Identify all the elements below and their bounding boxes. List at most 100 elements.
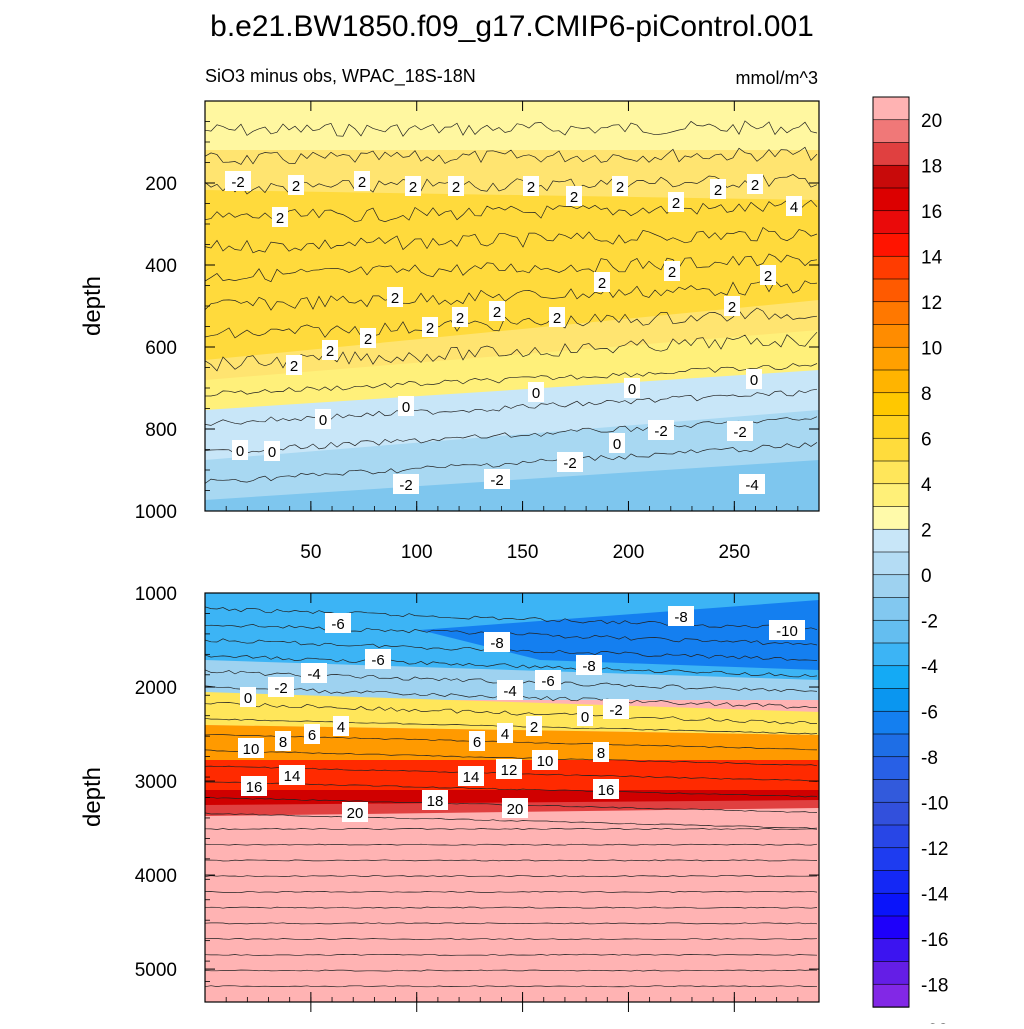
contour-label-box [272, 207, 288, 227]
contour-label-box [333, 716, 349, 736]
colorbar-segment [872, 255, 910, 280]
contour-line [205, 363, 818, 397]
contour-label: 16 [598, 782, 615, 799]
contour-label: -8 [674, 609, 687, 626]
contour-line [204, 875, 818, 878]
contour-label-box [240, 687, 256, 707]
contour-label-box [232, 440, 248, 460]
contour-label-box [664, 261, 680, 281]
contour-line [204, 859, 818, 862]
contour-label-box [593, 742, 609, 762]
bottom-y-label: depth [79, 767, 106, 827]
contour-label-box [532, 750, 558, 770]
colorbar-segment [872, 801, 910, 826]
contour-line [204, 638, 818, 661]
contour-label-box [288, 175, 304, 195]
contour-label-box [710, 179, 726, 199]
contour-label: 2 [672, 195, 680, 212]
colorbar-segment [872, 369, 910, 394]
contour-label-box [535, 670, 561, 690]
contour-label: -4 [307, 666, 320, 683]
colorbar-segment [872, 233, 910, 257]
contour-label: 2 [391, 290, 399, 307]
contour-label-box [528, 382, 544, 402]
contour-label-box [322, 340, 338, 360]
x-tick-label: 50 [300, 542, 321, 563]
contour-label: -2 [274, 680, 287, 697]
contour-label-box [301, 663, 327, 683]
colorbar-segment [872, 164, 910, 189]
contour-line [204, 331, 818, 372]
contour-label: 2 [290, 358, 298, 375]
colorbar-label: 12 [921, 293, 942, 314]
contour-label: 2 [530, 719, 538, 736]
contour-label: 2 [616, 179, 624, 196]
colorbar-label: -16 [921, 930, 948, 951]
contour-label-box [594, 272, 610, 292]
contour-label-box [747, 174, 763, 194]
contour-label-box [422, 790, 448, 810]
contour-label-box [279, 765, 305, 785]
contour-label-box [484, 469, 510, 489]
contour-label-box [497, 680, 523, 700]
contour-label-box [603, 699, 629, 719]
y-tick-label: 2000 [135, 678, 177, 699]
contour-label: 2 [452, 179, 460, 196]
chart-units: mmol/m^3 [736, 68, 818, 88]
contour-label: 6 [308, 727, 316, 744]
contour-line [204, 654, 818, 678]
contour-label-box [238, 738, 264, 758]
colorbar-label: 16 [921, 202, 942, 223]
top-x-axis: 50 100 150 200 250 [225, 101, 820, 563]
colorbar-segment [872, 710, 910, 735]
contour-label: 2 [276, 210, 284, 227]
contour-line [204, 906, 818, 909]
colorbar-label: 2 [921, 520, 932, 541]
colorbar-label: -14 [921, 884, 949, 905]
colorbar-segment [872, 119, 910, 144]
colorbar-label: -2 [921, 611, 938, 632]
x-tick-label: 250 [718, 542, 750, 563]
contour-label: 6 [473, 734, 481, 751]
contour-line [204, 985, 818, 988]
x-tick-label: 100 [401, 542, 433, 563]
colorbar-segment [872, 665, 910, 690]
chart-subtitle: SiO3 minus obs, WPAC_18S-18N [205, 66, 476, 87]
contour-line [204, 120, 818, 137]
contour-line [204, 812, 818, 829]
bottom-band-blue-deep [420, 600, 819, 670]
contour-label: 4 [501, 726, 509, 743]
colorbar-segment [872, 187, 910, 212]
contour-label-box [268, 677, 294, 697]
contour-label: -4 [745, 477, 758, 494]
colorbar-segment [872, 528, 910, 553]
y-tick-label: 800 [145, 420, 177, 441]
bottom-contour-labels: -6 -6 -8 -8 -10 -8 -4 -2 0 -4 -6 0 -2 4 6 8 10 6 4 2 8 16 14 14… [238, 606, 805, 822]
contour-label: 2 [751, 177, 759, 194]
contour-label: 10 [243, 741, 260, 758]
contour-label-box [275, 731, 291, 751]
contour-label: 14 [284, 768, 301, 785]
colorbar-segment [872, 961, 910, 985]
contour-label-box [727, 421, 753, 441]
contour-label: 0 [532, 385, 540, 402]
colorbar-segment [872, 779, 910, 803]
contour-label-box [612, 176, 628, 196]
contour-label: -8 [582, 658, 595, 675]
contour-label: 8 [597, 745, 605, 762]
contour-label: 2 [364, 331, 372, 348]
colorbar-label: 4 [921, 475, 932, 496]
contour-label: 14 [463, 769, 480, 786]
colorbar-segment [872, 551, 910, 576]
y-tick-label: 600 [145, 338, 177, 359]
contour-label-box [576, 655, 602, 675]
contour-line [204, 174, 818, 195]
colorbar-segment [872, 506, 910, 530]
colorbar-label: 10 [921, 338, 942, 359]
contour-label: 0 [402, 399, 410, 416]
contour-line [204, 938, 818, 941]
contour-label: 2 [714, 182, 722, 199]
